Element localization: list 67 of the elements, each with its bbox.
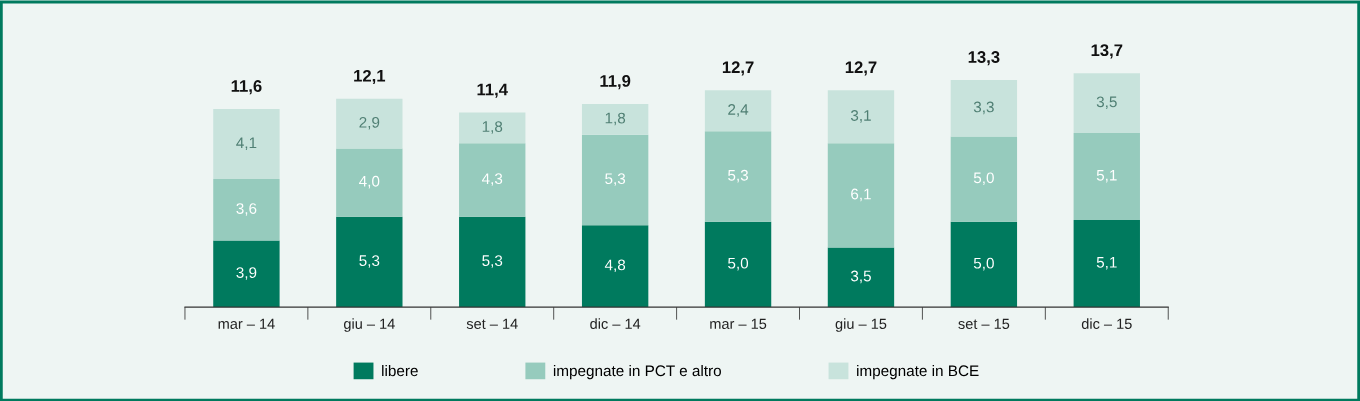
data-label: 3,5 [1096, 96, 1117, 110]
data-label: 5,3 [605, 173, 626, 186]
bar [213, 179, 280, 241]
data-label: 5,3 [359, 255, 380, 268]
x-tick-label: mar – 14 [218, 318, 275, 329]
data-label: 6,1 [851, 188, 871, 202]
data-label: 2,4 [728, 104, 749, 117]
data-label: 5,1 [1096, 169, 1117, 183]
data-label: 5,3 [482, 255, 503, 268]
data-label: 5,0 [973, 172, 994, 186]
total-label: 12,1 [354, 69, 386, 85]
data-label: 5,0 [728, 257, 749, 271]
bar [581, 225, 649, 308]
bar [459, 216, 526, 308]
legend-label: libere [382, 364, 418, 377]
bar [1073, 73, 1140, 134]
data-label: 3,1 [850, 110, 871, 123]
x-tick-label: giu – 14 [343, 318, 395, 332]
bar [827, 247, 895, 308]
data-label: 5,0 [973, 257, 994, 271]
x-tick-label: dic – 14 [590, 318, 641, 329]
data-label: 1,8 [605, 112, 626, 126]
x-tick-label: dic – 15 [1081, 318, 1132, 329]
data-label: 3,3 [973, 101, 994, 115]
legend-label: impegnate in BCE [857, 364, 979, 380]
data-label: 4,3 [481, 173, 503, 186]
data-label: 5,1 [1096, 257, 1117, 270]
bar [581, 134, 649, 226]
bar [704, 221, 772, 308]
x-tick-label: set – 15 [958, 318, 1010, 329]
bar [336, 98, 403, 149]
total-label: 12,7 [722, 61, 754, 76]
data-label: 3,5 [850, 270, 871, 284]
data-label: 3,9 [236, 267, 257, 280]
bar [1073, 220, 1140, 308]
bar [213, 109, 280, 180]
bar [704, 90, 772, 132]
total-label: 13,3 [968, 51, 1000, 66]
data-label: 4,0 [359, 175, 380, 189]
bar [336, 216, 403, 308]
data-label: 1,8 [482, 121, 503, 134]
bar [213, 240, 280, 308]
data-label: 2,9 [359, 116, 380, 130]
x-tick-label: giu – 15 [835, 318, 887, 332]
x-tick-label: set – 14 [466, 318, 518, 329]
total-label: 11,6 [231, 80, 262, 95]
data-label: 3,6 [236, 203, 257, 216]
legend-label: impegnate in PCT e altro [553, 364, 721, 380]
bar [827, 90, 895, 144]
total-label: 11,4 [477, 83, 508, 98]
total-label: 11,9 [600, 75, 631, 90]
bar [827, 143, 895, 248]
bar [950, 80, 1018, 137]
bar [950, 136, 1018, 222]
bar [459, 112, 526, 144]
bar [950, 221, 1018, 308]
data-label: 4,1 [236, 137, 257, 151]
bar [459, 143, 526, 217]
bar [1073, 133, 1140, 221]
total-label: 12,7 [845, 61, 877, 76]
data-label: 4,8 [604, 259, 626, 273]
bar [581, 103, 649, 135]
x-tick-label: mar – 15 [710, 318, 767, 329]
bar [336, 148, 403, 217]
bar [704, 131, 772, 222]
total-label: 13,7 [1091, 44, 1123, 59]
data-label: 5,3 [728, 169, 748, 183]
